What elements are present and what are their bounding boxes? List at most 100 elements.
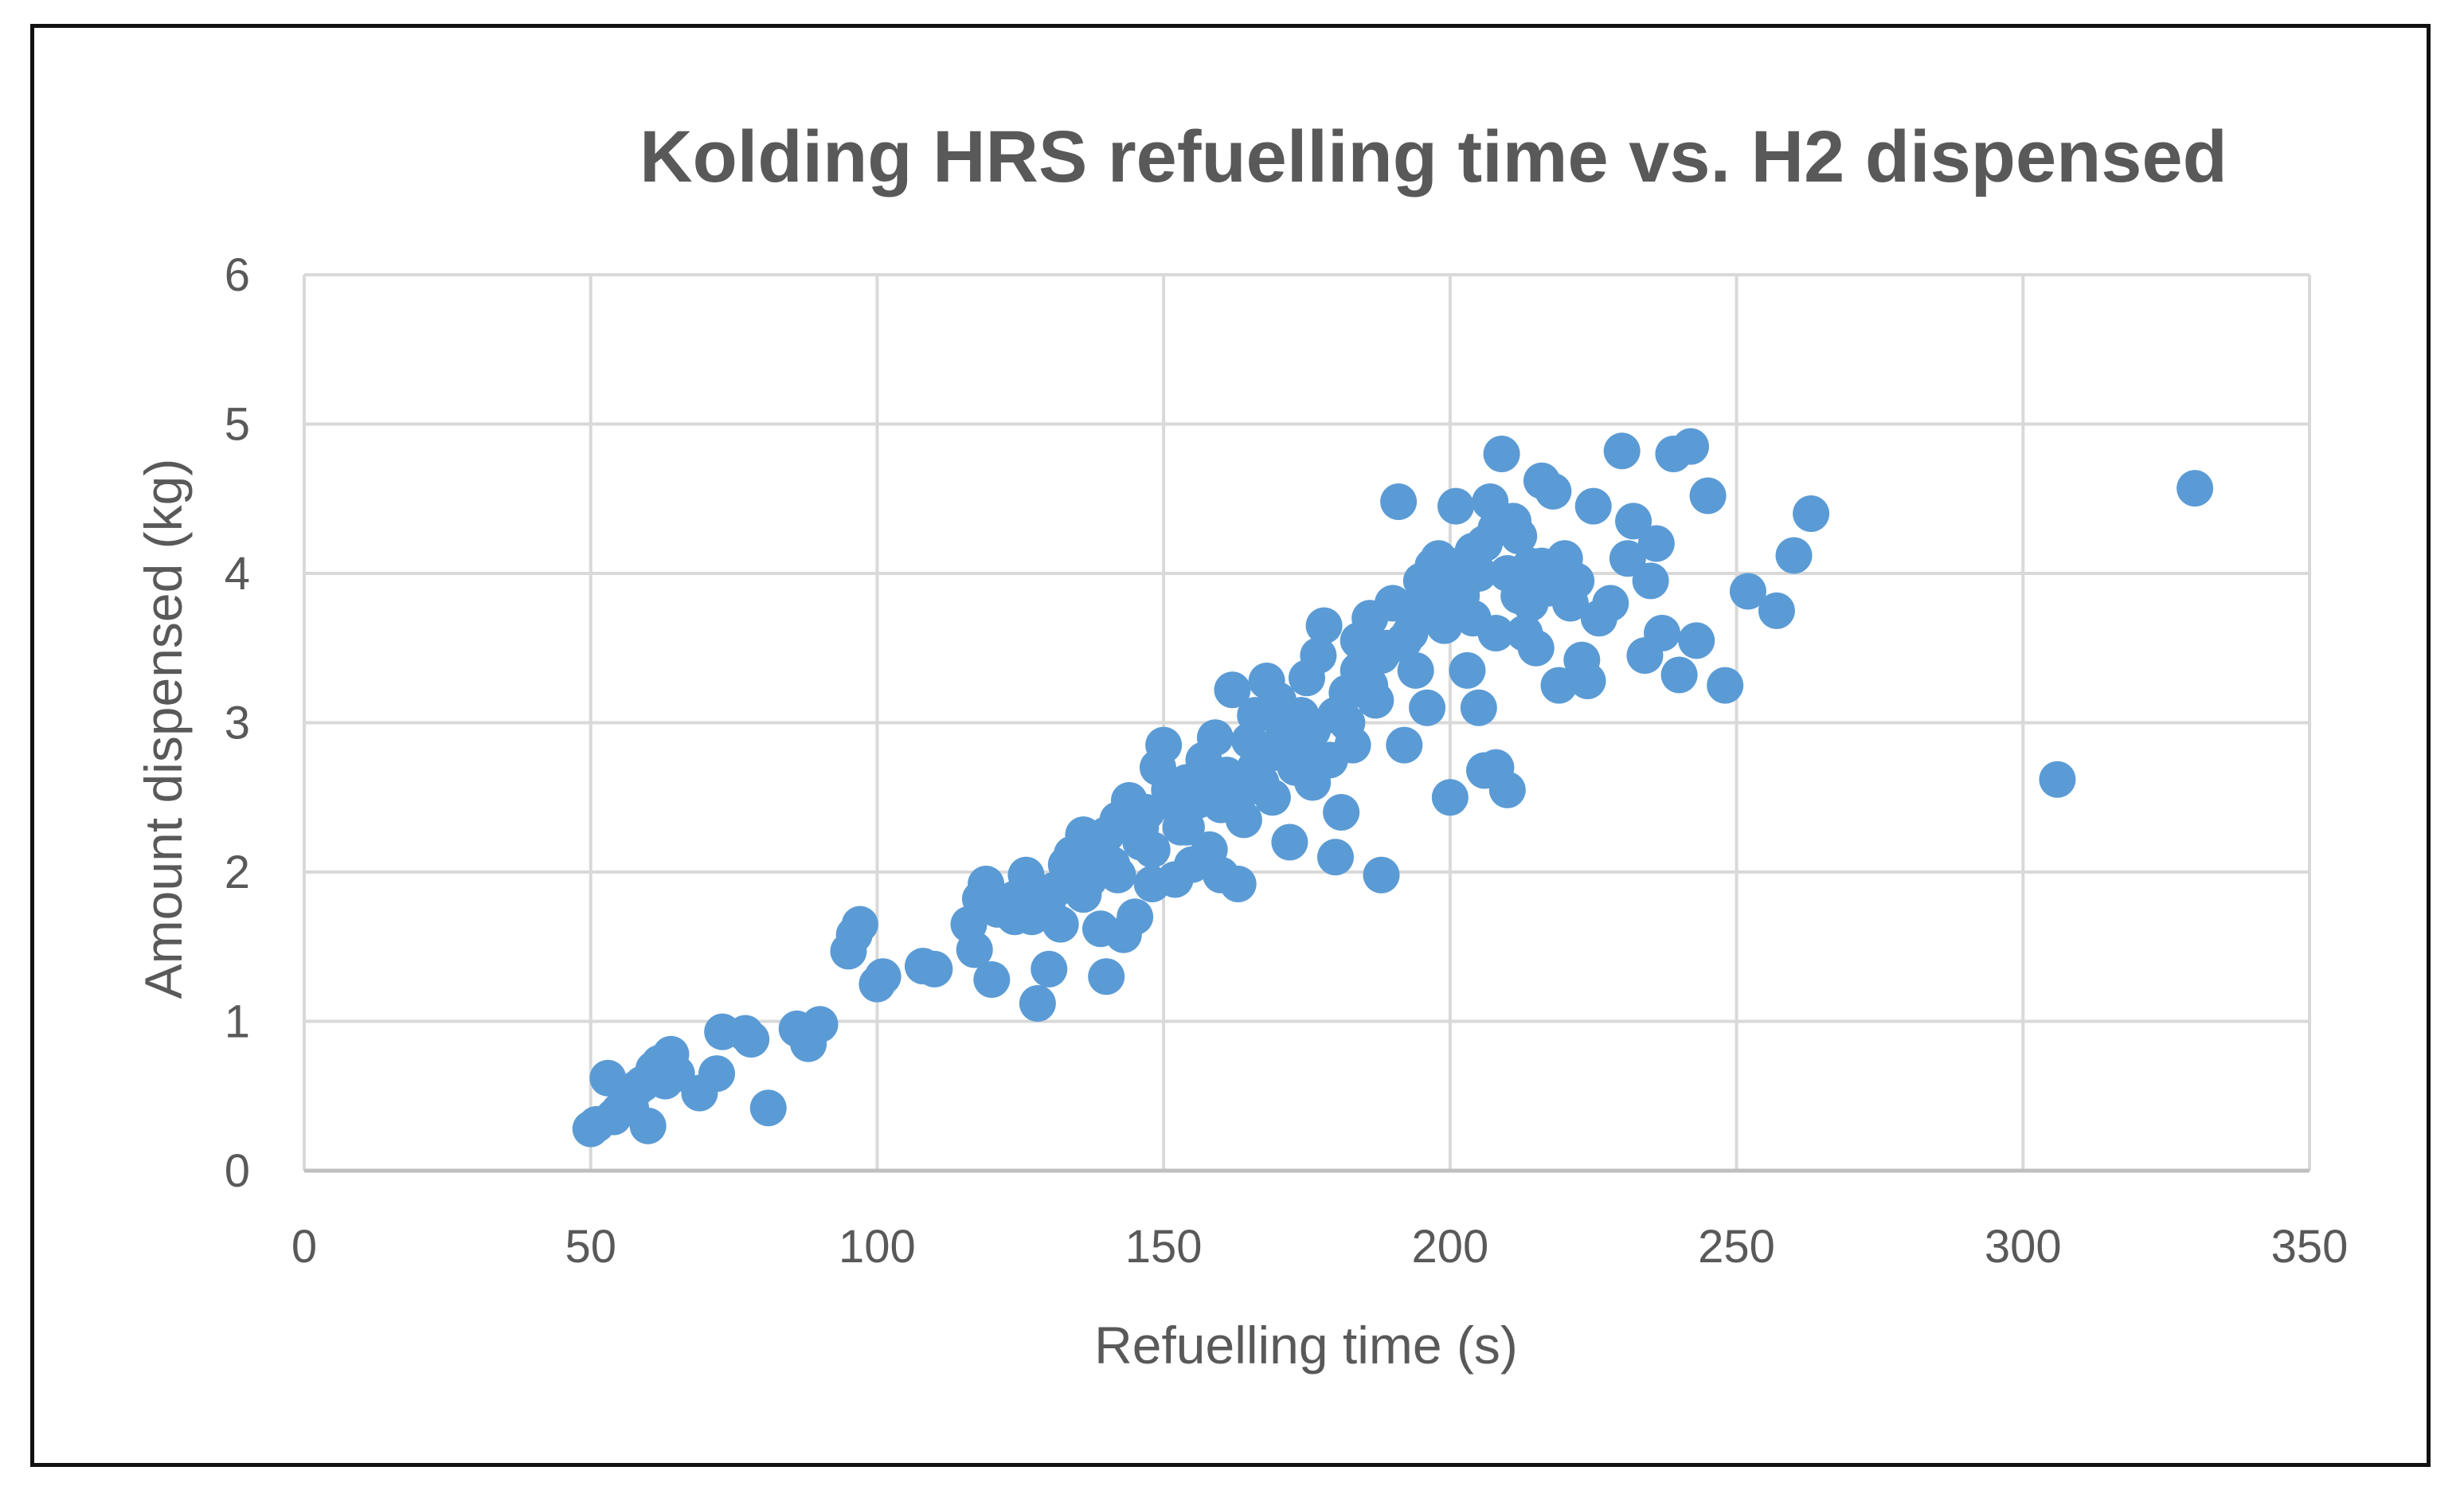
data-point [1729,573,1766,610]
data-point [733,1021,770,1058]
data-point [1145,726,1183,764]
data-point [1340,651,1377,689]
data-point [916,950,953,988]
data-point [1437,487,1475,525]
data-point [1512,585,1549,622]
data-point [1615,503,1652,540]
data-point [1196,719,1234,757]
data-point [1488,771,1526,808]
data-point [956,931,993,968]
data-point [589,1059,627,1097]
data-point [1431,779,1469,816]
data-point [1323,794,1360,831]
data-point [1214,671,1251,709]
y-tick-label: 3 [225,698,250,749]
data-point [1316,839,1354,876]
data-point [841,905,878,943]
data-point [1517,629,1555,667]
data-point [1397,651,1434,689]
y-tick-label: 4 [225,548,250,600]
data-point [1397,592,1434,629]
y-tick-label: 5 [225,399,250,451]
data-point [1592,585,1629,622]
data-point [2039,761,2076,798]
data-point [1758,592,1795,629]
data-point [1477,510,1515,547]
x-tick-label: 200 [1411,1221,1488,1273]
x-tick-labels: 0 50 100 150 200 250 300 350 [291,1221,2349,1273]
data-point [1689,477,1727,514]
axes [303,275,2310,1173]
data-point [1540,667,1578,704]
x-tick-label: 0 [291,1221,317,1273]
data-point [1563,641,1601,679]
data-point [1414,547,1452,585]
data-point [1793,495,1830,532]
data-point [1225,771,1262,808]
data-point [1088,958,1125,995]
data-point [1031,895,1068,933]
data-point [996,898,1034,936]
data-point [1678,622,1715,659]
data-point [629,1107,667,1144]
x-tick-label: 300 [1985,1221,2062,1273]
data-point [1488,555,1526,592]
data-point [1271,823,1308,861]
x-tick-label: 350 [2271,1221,2349,1273]
y-tick-label: 6 [225,249,250,301]
data-point [1191,757,1228,794]
data-point [1380,483,1418,520]
data-point [801,1006,839,1043]
data-point [1409,689,1446,726]
x-tick-label: 150 [1125,1221,1203,1273]
data-point [1603,432,1641,470]
data-point [1386,726,1423,764]
data-point [1300,637,1337,675]
data-points [572,428,2214,1148]
x-tick-label: 100 [839,1221,916,1273]
data-point [1449,651,1486,689]
y-tick-label: 0 [225,1145,250,1197]
data-point [1523,547,1560,585]
y-tick-labels: 0 1 2 3 4 5 6 [225,249,250,1197]
data-point [1632,562,1669,600]
data-point [1031,950,1068,988]
data-point [973,961,1011,998]
data-point [1637,525,1675,562]
data-point [1219,866,1257,902]
data-point [1305,607,1343,644]
x-axis-label: Refuelling time (s) [1094,1316,1518,1375]
data-point [698,1055,735,1093]
data-point [1460,689,1497,726]
data-point [1088,816,1125,854]
x-tick-label: 50 [565,1221,616,1273]
data-point [1054,861,1091,898]
x-tick-label: 250 [1698,1221,1775,1273]
data-point [1672,428,1710,465]
data-point [1007,856,1045,894]
data-point [1483,436,1520,472]
data-point [864,958,902,995]
data-point [1328,704,1366,741]
data-point [1156,786,1194,823]
data-point [1117,898,1154,936]
data-point [1707,667,1744,704]
data-point [2177,470,2214,507]
y-axis-label: Amount dispensed (kg) [134,459,193,999]
y-tick-label: 2 [225,847,250,898]
data-point [1660,656,1698,694]
data-point [1535,472,1572,510]
chart-title: Kolding HRS refuelling time vs. H2 dispe… [639,116,2227,198]
data-point [1574,487,1612,525]
y-tick-label: 1 [225,996,250,1048]
data-point [1609,540,1646,577]
data-point [1260,734,1297,771]
data-point [749,1089,787,1127]
data-point [1019,985,1056,1022]
data-point [1477,615,1515,651]
data-point [1460,555,1497,592]
data-point [1099,856,1136,894]
data-point [1363,856,1400,894]
data-point [1254,779,1291,816]
